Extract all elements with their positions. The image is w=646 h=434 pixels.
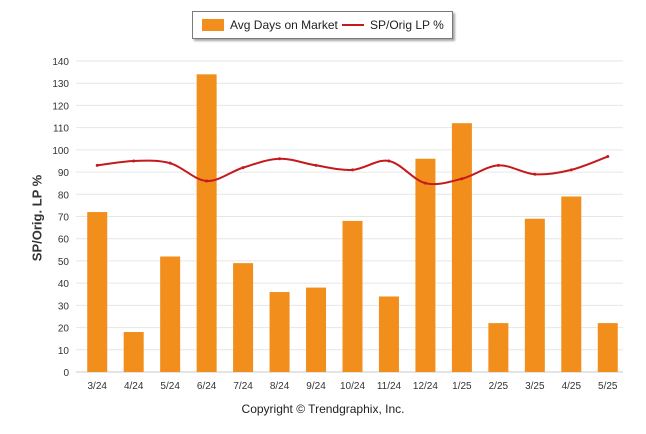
line-point [606, 155, 610, 159]
y-tick-label: 80 [58, 190, 70, 201]
line-point [168, 161, 172, 165]
line-point [351, 168, 354, 172]
bar [160, 256, 181, 372]
x-tick-label: 12/24 [413, 381, 438, 392]
y-tick-label: 110 [53, 124, 69, 135]
bar [342, 220, 363, 372]
line-point [314, 163, 318, 167]
legend-line-swatch [342, 24, 364, 26]
bar [524, 218, 545, 372]
line-point [569, 168, 573, 172]
y-tick-label: 20 [58, 324, 70, 335]
y-tick-label: 50 [58, 257, 70, 268]
line-point [132, 159, 136, 163]
legend: Avg Days on Market SP/Orig LP % [192, 11, 453, 39]
x-tick-label: 7/24 [233, 381, 253, 392]
y-tick-label: 40 [58, 279, 70, 290]
x-tick-label: 4/24 [124, 381, 144, 392]
y-tick-label: 30 [58, 301, 70, 312]
line-point [278, 157, 282, 161]
x-tick-label: 6/24 [197, 381, 217, 392]
legend-item-bar: Avg Days on Market [202, 18, 338, 32]
bar [597, 323, 618, 372]
y-tick-label: 60 [58, 235, 70, 246]
bar [415, 158, 436, 372]
legend-bar-label: Avg Days on Market [230, 18, 338, 32]
x-tick-label: 11/24 [377, 381, 402, 392]
line-point [241, 166, 245, 170]
bar [269, 292, 290, 372]
y-tick-label: 140 [52, 57, 69, 68]
x-tick-label: 1/25 [452, 381, 472, 392]
y-tick-label: 0 [63, 368, 69, 379]
x-tick-label: 2/25 [489, 381, 509, 392]
x-tick-label: 10/24 [340, 381, 365, 392]
legend-item-line: SP/Orig LP % [342, 18, 444, 32]
y-tick-label: 120 [52, 101, 69, 112]
x-tick-label: 9/24 [306, 381, 326, 392]
x-tick-label: 4/25 [562, 381, 582, 392]
legend-bar-swatch [202, 19, 224, 31]
bar [561, 196, 582, 372]
x-tick-label: 5/25 [598, 381, 618, 392]
legend-line-label: SP/Orig LP % [370, 18, 444, 32]
line-point [460, 177, 464, 181]
y-tick-label: 70 [58, 213, 70, 224]
bar [123, 332, 144, 372]
x-tick-label: 3/24 [87, 381, 107, 392]
copyright-text: Copyright © Trendgraphix, Inc. [241, 402, 405, 416]
bar [306, 287, 327, 372]
line-point [533, 172, 537, 176]
bar [378, 296, 399, 372]
x-tick-label: 8/24 [270, 381, 290, 392]
y-tick-label: 100 [52, 146, 69, 157]
line-point [95, 163, 99, 167]
bar [87, 212, 108, 372]
line-point [496, 163, 500, 167]
bar [488, 323, 509, 372]
x-tick-label: 3/25 [525, 381, 545, 392]
line-point [387, 159, 391, 163]
bar [196, 74, 217, 372]
y-tick-label: 130 [52, 79, 69, 90]
line-point [205, 179, 209, 183]
y-tick-label: 90 [58, 168, 70, 179]
line-point [423, 181, 427, 185]
x-tick-label: 5/24 [160, 381, 180, 392]
bar [233, 263, 254, 372]
y-tick-label: 10 [58, 346, 70, 357]
bar [451, 123, 472, 372]
